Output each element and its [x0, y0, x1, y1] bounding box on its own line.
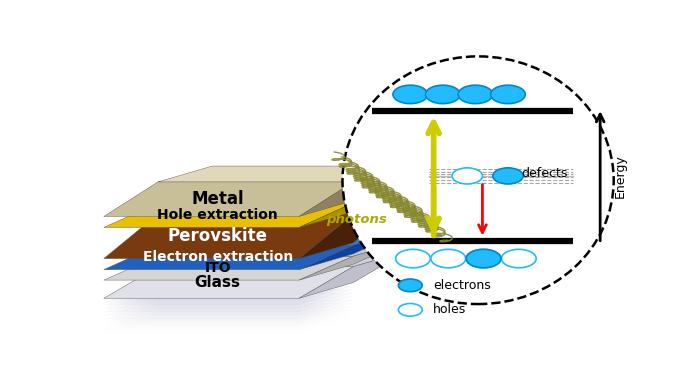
Circle shape [493, 168, 523, 184]
Circle shape [393, 85, 428, 104]
Circle shape [431, 249, 466, 268]
Polygon shape [299, 240, 407, 280]
Text: electrons: electrons [433, 279, 491, 292]
Circle shape [466, 249, 501, 268]
Text: photons: photons [326, 212, 387, 226]
Text: Glass: Glass [195, 275, 241, 290]
Polygon shape [104, 286, 354, 302]
Circle shape [452, 168, 482, 184]
Text: holes: holes [433, 303, 466, 316]
Polygon shape [158, 187, 407, 203]
Polygon shape [104, 293, 354, 309]
Polygon shape [104, 182, 354, 217]
Polygon shape [104, 256, 354, 280]
Polygon shape [104, 296, 354, 312]
Text: Hole extraction: Hole extraction [158, 208, 278, 222]
Circle shape [501, 249, 536, 268]
Polygon shape [299, 198, 407, 259]
Text: Electron extraction: Electron extraction [143, 251, 293, 264]
Circle shape [491, 85, 525, 104]
Polygon shape [299, 166, 407, 217]
Polygon shape [158, 240, 407, 256]
Polygon shape [158, 251, 407, 267]
Polygon shape [104, 289, 354, 305]
Polygon shape [158, 198, 407, 214]
Text: ITO: ITO [204, 261, 231, 275]
Ellipse shape [342, 56, 614, 304]
Circle shape [395, 249, 430, 268]
Polygon shape [104, 203, 354, 227]
Polygon shape [104, 214, 354, 259]
Text: Perovskite: Perovskite [168, 227, 267, 245]
Text: Metal: Metal [191, 190, 244, 208]
Polygon shape [299, 187, 407, 227]
Circle shape [398, 303, 422, 316]
Circle shape [398, 279, 422, 292]
Polygon shape [104, 245, 354, 270]
Circle shape [458, 85, 493, 104]
Polygon shape [104, 300, 354, 316]
Polygon shape [104, 267, 354, 298]
Circle shape [466, 249, 501, 268]
Polygon shape [104, 303, 354, 319]
Circle shape [426, 85, 460, 104]
Text: defects: defects [522, 166, 568, 180]
Polygon shape [158, 229, 407, 245]
Polygon shape [299, 229, 407, 270]
Text: Energy: Energy [614, 154, 626, 198]
Polygon shape [299, 251, 407, 298]
Polygon shape [158, 166, 407, 182]
